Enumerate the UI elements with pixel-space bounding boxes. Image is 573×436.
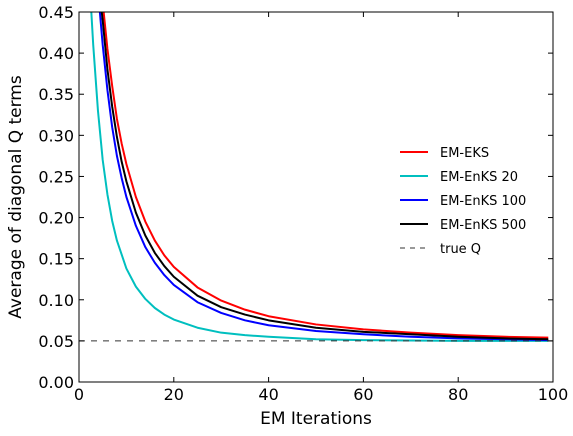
y-tick-label-9: 0.45 — [38, 3, 74, 22]
y-tick-label-6: 0.30 — [38, 126, 74, 145]
x-tick-label-2: 40 — [258, 385, 278, 404]
y-tick-label-4: 0.20 — [38, 209, 74, 228]
legend-label-3: EM-EnKS 500 — [440, 218, 526, 233]
legend-label-2: EM-EnKS 100 — [440, 194, 526, 209]
series-line-2 — [98, 12, 549, 342]
series-line-1 — [90, 12, 549, 342]
y-axis-label: Average of diagonal Q terms — [6, 75, 26, 319]
legend: EM-EKS EM-EnKS 20 EM-EnKS 100 EM-EnKS 500 tr… — [400, 146, 526, 257]
legend-label-1: EM-EnKS 20 — [440, 170, 518, 185]
plot-frame — [78, 11, 554, 383]
x-axis-label: EM Iterations — [260, 409, 372, 429]
y-tick-label-7: 0.35 — [38, 85, 74, 104]
y-tick-label-5: 0.25 — [38, 167, 74, 186]
y-tick-label-2: 0.10 — [38, 291, 74, 310]
x-tick-label-5: 100 — [538, 385, 569, 404]
x-tick-label-1: 20 — [164, 385, 184, 404]
y-tick-label-8: 0.40 — [38, 44, 74, 63]
x-tick-label-3: 60 — [353, 385, 373, 404]
x-tick-label-0: 0 — [74, 385, 84, 404]
legend-label-4: true Q — [440, 242, 481, 257]
legend-label-0: EM-EKS — [440, 146, 489, 161]
plot-lines — [79, 12, 553, 342]
x-tick-label-4: 80 — [448, 385, 468, 404]
series-line-3 — [100, 12, 549, 341]
series-line-0 — [102, 12, 549, 339]
y-tick-label-0: 0.00 — [38, 373, 74, 392]
ticks: 0 20 40 60 80 100 0.00 0.05 0.10 0.15 0.20 0.25 0.30… — [38, 3, 568, 404]
y-tick-label-1: 0.05 — [38, 332, 74, 351]
y-tick-label-3: 0.15 — [38, 250, 74, 269]
